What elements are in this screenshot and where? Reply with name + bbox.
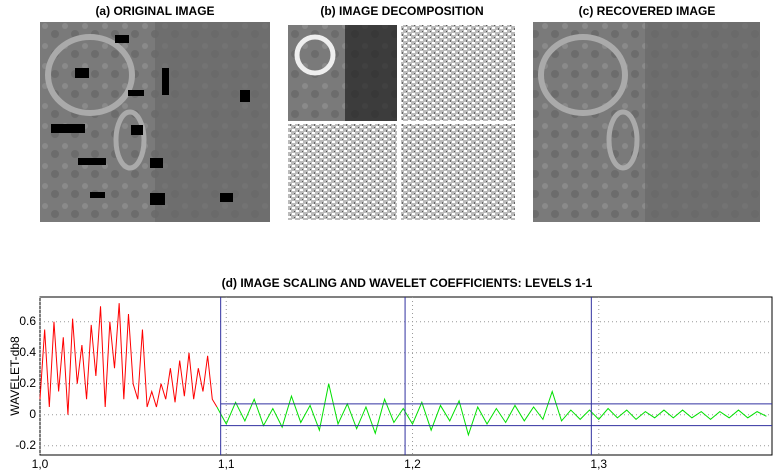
x-tick-label: 1,2 (404, 457, 421, 471)
y-tick-label: 0.6 (19, 314, 36, 328)
x-tick-label: 1,0 (32, 457, 49, 471)
y-axis-label: WAVELET-db8 (8, 336, 22, 416)
x-tick-label: 1,3 (590, 457, 607, 471)
panel-title: (c) RECOVERED IMAGE (579, 4, 716, 18)
signal-line (39, 303, 218, 415)
panel-title: (b) IMAGE DECOMPOSITION (320, 4, 483, 18)
y-tick-label: 0.4 (19, 345, 36, 359)
panel-title: (a) ORIGINAL IMAGE (95, 4, 214, 18)
x-tick-label: 1,1 (218, 457, 235, 471)
original-image (40, 22, 270, 222)
decomposition-image (288, 25, 515, 220)
y-tick-label: 0.2 (19, 376, 36, 390)
y-tick-label: 0 (29, 407, 36, 421)
y-tick-label: -0.2 (15, 438, 36, 452)
chart-title: (d) IMAGE SCALING AND WAVELET COEFFICIEN… (222, 276, 593, 290)
signal-line (216, 383, 767, 437)
plot-frame (39, 296, 773, 456)
recovered-image (533, 22, 760, 222)
